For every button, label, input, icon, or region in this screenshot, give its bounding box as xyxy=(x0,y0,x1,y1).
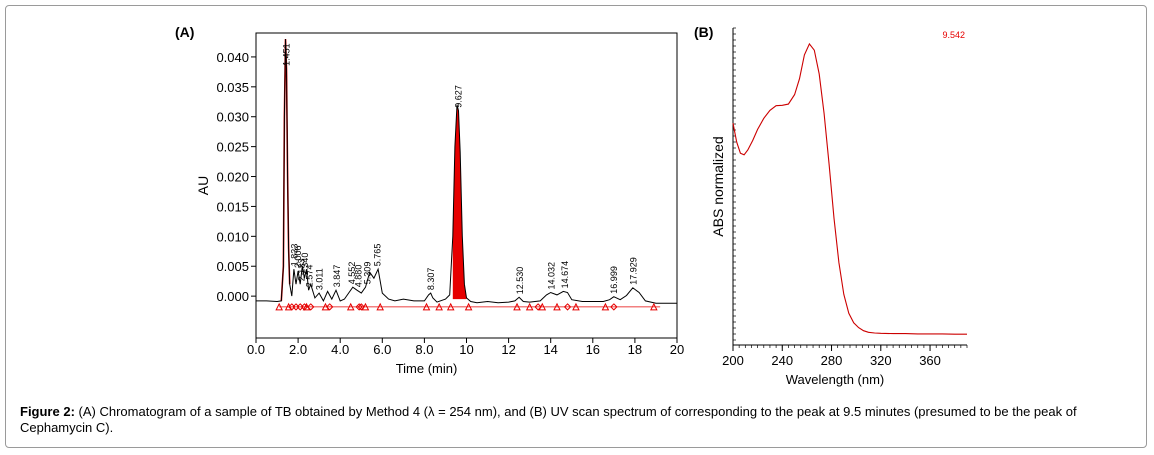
panel-a-label: (A) xyxy=(175,24,195,40)
x-axis-label-a: Time (min) xyxy=(396,361,458,376)
y-tick-label-a: 0.030 xyxy=(216,110,249,125)
chromatogram-chart: 0.0000.0050.0100.0150.0200.0250.0300.035… xyxy=(195,32,684,376)
peak-label: 4.552 xyxy=(347,262,357,285)
peak-label: 3.011 xyxy=(314,268,324,290)
peak-bound-marker xyxy=(572,302,580,311)
x-tick-label-b: 320 xyxy=(870,353,892,368)
peak-bound-marker xyxy=(284,302,293,311)
peak-label: 2.006 xyxy=(293,245,303,268)
peak-bound-marker xyxy=(513,302,521,311)
x-tick-label-a: 0.0 xyxy=(247,342,265,357)
caption-text: (A) Chromatogram of a sample of TB obtai… xyxy=(20,404,1077,435)
peak-label: 17.929 xyxy=(628,257,638,285)
x-tick-label-b: 200 xyxy=(722,353,744,368)
y-tick-label-a: 0.005 xyxy=(216,259,249,274)
peak-split-marker xyxy=(610,303,618,311)
y-tick-label-a: 0.010 xyxy=(216,229,249,244)
peak-bound-marker xyxy=(446,302,455,311)
peak-split-marker xyxy=(534,303,542,311)
peak-split-marker xyxy=(357,303,365,311)
peak-label: 2.340 xyxy=(300,253,310,276)
peak-label: 16.999 xyxy=(609,266,619,294)
x-tick-label-a: 10 xyxy=(459,342,473,357)
peak-bound-marker xyxy=(601,302,610,311)
peak-label: 1.451 xyxy=(282,43,292,66)
chromatogram-trace xyxy=(256,38,677,304)
peak-bound-marker xyxy=(275,302,283,311)
panel-b-label: (B) xyxy=(694,24,714,40)
y-axis-label-a: AU xyxy=(195,176,211,195)
peak-split-marker xyxy=(307,303,315,311)
peak-split-marker xyxy=(325,303,334,311)
uv-spectrum-line xyxy=(732,42,967,335)
y-tick-label-a: 0.035 xyxy=(216,80,249,95)
x-tick-label-b: 240 xyxy=(771,353,793,368)
peak-label: 5.765 xyxy=(372,244,382,267)
peak-bound-marker xyxy=(553,302,561,311)
peak-split-marker xyxy=(355,303,363,311)
plot-area-a xyxy=(255,32,678,339)
y-tick-label-a: 0.040 xyxy=(216,50,249,65)
x-tick-label-a: 12 xyxy=(501,342,515,357)
peak-label: 14.674 xyxy=(560,261,570,289)
peak-label: 4.880 xyxy=(354,265,364,288)
peak-bound-marker xyxy=(650,302,658,311)
peak-bound-marker xyxy=(346,302,355,311)
peak-label: 1.833 xyxy=(290,244,300,267)
peak-split-marker xyxy=(563,303,572,311)
peak-bound-marker xyxy=(435,302,443,311)
x-tick-label-a: 6.0 xyxy=(373,342,391,357)
spectrum-annotation: 9.542 xyxy=(942,30,965,40)
peak-bound-marker xyxy=(464,302,473,311)
x-tick-label-a: 8.0 xyxy=(415,342,433,357)
peak-label: 2.574 xyxy=(305,265,315,288)
y-tick-label-a: 0.025 xyxy=(216,140,249,155)
y-tick-label-a: 0.000 xyxy=(216,289,249,304)
y-tick-label-a: 0.015 xyxy=(216,199,249,214)
peak-label: 12.530 xyxy=(515,267,525,295)
peak-label: 2.133 xyxy=(296,259,306,282)
x-tick-label-a: 4.0 xyxy=(331,342,349,357)
uv-spectrum-chart: 200 240 280 320 360 Wavelength (nm) ABS normal… xyxy=(710,27,968,387)
peak-split-marker xyxy=(300,303,309,311)
peak-label: 8.307 xyxy=(426,268,436,291)
peak-label: 3.847 xyxy=(332,265,342,288)
y-axis-label-b: ABS normalized xyxy=(710,136,726,236)
x-tick-label-a: 20 xyxy=(670,342,684,357)
y-tick-label-a: 0.020 xyxy=(216,170,249,185)
peak-label: 9.627 xyxy=(454,85,464,108)
x-tick-label-b: 280 xyxy=(821,353,843,368)
x-tick-label-b: 360 xyxy=(919,353,941,368)
caption-label: Figure 2: xyxy=(20,404,75,419)
peak-bound-marker xyxy=(422,302,431,311)
x-axis-label-b: Wavelength (nm) xyxy=(786,372,885,387)
x-tick-label-a: 14 xyxy=(543,342,557,357)
peak-label: 5.309 xyxy=(363,262,373,285)
x-tick-label-a: 2.0 xyxy=(289,342,307,357)
peak-label: 14.032 xyxy=(546,262,556,290)
main-peak-fill xyxy=(452,104,467,300)
figure-caption: Figure 2: (A) Chromatogram of a sample o… xyxy=(20,404,1140,436)
peak-bound-marker xyxy=(376,302,385,311)
x-tick-label-a: 18 xyxy=(628,342,642,357)
peak-bound-marker xyxy=(525,302,534,311)
x-tick-label-a: 16 xyxy=(586,342,600,357)
